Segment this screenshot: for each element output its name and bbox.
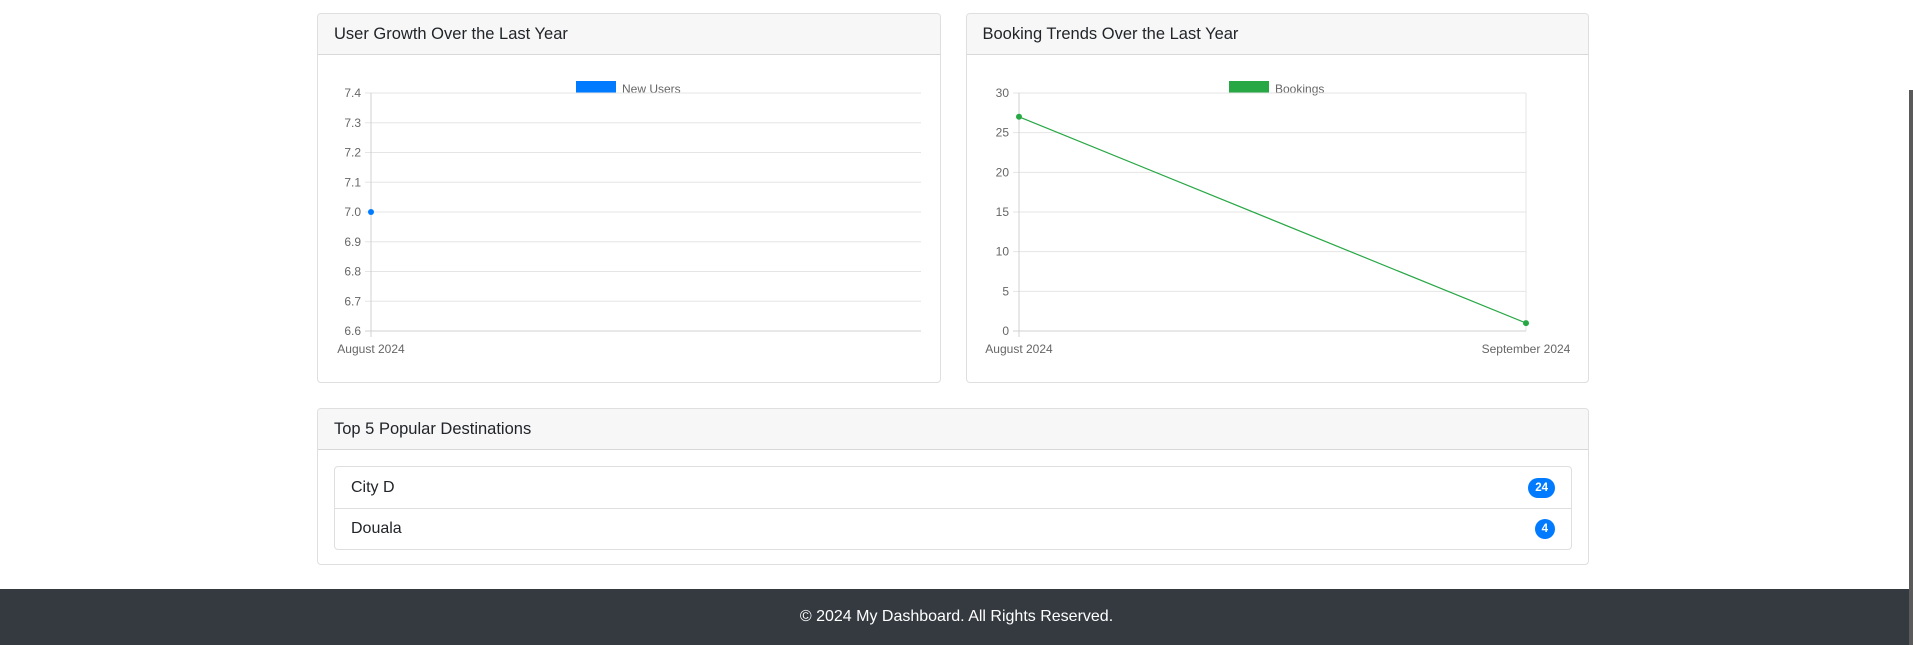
booking-trends-chart: Bookings 30 25 20 15 10 5 0 August 2024 September… <box>985 81 1570 356</box>
destination-list: City D 24 Douala 4 <box>334 466 1572 550</box>
series-line <box>1018 116 1526 324</box>
main-content: User Growth Over the Last Year New Users… <box>317 13 1589 565</box>
y-tick-label: 5 <box>1002 284 1009 298</box>
booking-trends-card-header: Booking Trends Over the Last Year <box>966 14 1588 55</box>
y-tick-label: 6.7 <box>344 294 361 308</box>
y-tick-label: 7.2 <box>344 146 361 160</box>
data-point <box>1015 113 1022 120</box>
y-tick-label: 6.9 <box>344 235 361 249</box>
legend-swatch <box>1228 81 1269 93</box>
y-tick-label: 6.8 <box>344 265 361 279</box>
y-tick-label: 15 <box>995 205 1009 219</box>
y-tick-label: 20 <box>995 165 1009 179</box>
y-tick-label: 0 <box>1002 324 1009 338</box>
legend-swatch <box>576 81 616 93</box>
popular-destinations-card: Top 5 Popular Destinations City D 24 Dou… <box>317 408 1589 565</box>
legend-label: New Users <box>622 82 681 96</box>
y-tick-label: 7.1 <box>344 175 361 189</box>
charts-row: User Growth Over the Last Year New Users… <box>317 13 1589 383</box>
destination-count-badge: 24 <box>1528 477 1555 498</box>
user-growth-card-header: User Growth Over the Last Year <box>318 14 940 55</box>
booking-trends-chart-body: Bookings 30 25 20 15 10 5 0 August 2024 September… <box>967 55 1589 382</box>
data-point <box>368 209 374 215</box>
booking-trends-card: Booking Trends Over the Last Year Bookin… <box>965 13 1589 383</box>
y-tick-label: 6.6 <box>344 324 361 338</box>
x-tick-label: August 2024 <box>337 342 405 356</box>
data-point <box>1522 320 1529 327</box>
destination-count-badge: 4 <box>1534 519 1555 539</box>
footer-copyright: © 2024 My Dashboard. All Rights Reserved… <box>799 608 1114 625</box>
user-growth-chart-body: New Users 7.4 7.3 7.2 7.1 7.0 6.9 6.8 6.7 6.6 Augu… <box>318 55 940 382</box>
y-tick-label: 7.0 <box>344 205 361 219</box>
y-tick-label: 10 <box>995 245 1009 259</box>
x-tick-label: September 2024 <box>1481 342 1570 356</box>
popular-destinations-body: City D 24 Douala 4 <box>318 450 1588 564</box>
y-tick-label: 25 <box>995 126 1009 140</box>
user-growth-chart: New Users 7.4 7.3 7.2 7.1 7.0 6.9 6.8 6.7 6.6 Augu… <box>337 81 921 356</box>
footer: © 2024 My Dashboard. All Rights Reserved… <box>0 589 1913 645</box>
user-growth-card: User Growth Over the Last Year New Users… <box>317 13 941 383</box>
list-item[interactable]: Douala 4 <box>335 508 1571 549</box>
page-scrollbar[interactable] <box>1909 90 1913 645</box>
destination-name: City D <box>351 478 395 496</box>
y-tick-label: 7.4 <box>344 86 361 100</box>
y-tick-label: 30 <box>995 86 1009 100</box>
x-tick-label: August 2024 <box>985 342 1053 356</box>
destination-name: Douala <box>351 520 402 537</box>
y-tick-label: 7.3 <box>344 116 361 130</box>
legend-label: Bookings <box>1275 82 1324 96</box>
popular-destinations-header: Top 5 Popular Destinations <box>318 409 1588 450</box>
list-item[interactable]: City D 24 <box>335 467 1571 508</box>
